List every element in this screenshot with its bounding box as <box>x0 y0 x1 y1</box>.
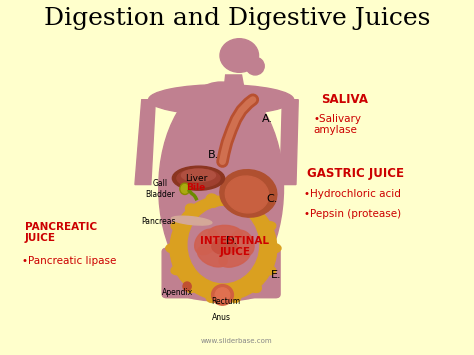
Text: •Salivary
amylase: •Salivary amylase <box>313 114 361 135</box>
Text: B.: B. <box>208 149 219 159</box>
Ellipse shape <box>211 285 233 305</box>
Ellipse shape <box>220 170 277 217</box>
Ellipse shape <box>259 222 276 233</box>
Polygon shape <box>135 100 155 185</box>
Ellipse shape <box>183 282 191 291</box>
Text: Rectum: Rectum <box>211 297 240 306</box>
Ellipse shape <box>228 194 241 207</box>
Ellipse shape <box>177 169 220 187</box>
Ellipse shape <box>208 225 242 242</box>
Ellipse shape <box>219 247 250 267</box>
FancyBboxPatch shape <box>162 248 280 298</box>
Text: A.: A. <box>262 114 273 124</box>
Ellipse shape <box>163 259 279 301</box>
Text: GASTRIC JUICE: GASTRIC JUICE <box>307 168 404 180</box>
Ellipse shape <box>166 243 183 253</box>
Ellipse shape <box>212 239 237 255</box>
Ellipse shape <box>246 204 261 216</box>
Ellipse shape <box>181 185 189 193</box>
Text: Gall
Bladder: Gall Bladder <box>145 179 175 198</box>
Ellipse shape <box>228 289 241 302</box>
Text: •Pepsin (protease): •Pepsin (protease) <box>304 209 401 219</box>
Ellipse shape <box>180 183 190 195</box>
Text: Apendix: Apendix <box>162 288 193 297</box>
Ellipse shape <box>159 82 283 294</box>
Text: PANCREATIC
JUICE: PANCREATIC JUICE <box>25 222 97 243</box>
Ellipse shape <box>188 207 258 283</box>
Ellipse shape <box>206 289 219 302</box>
Ellipse shape <box>173 166 225 190</box>
Text: Anus: Anus <box>211 313 231 322</box>
Text: www.sliderbase.com: www.sliderbase.com <box>201 338 273 344</box>
Ellipse shape <box>148 85 294 115</box>
Ellipse shape <box>206 194 219 207</box>
Ellipse shape <box>215 288 230 302</box>
Ellipse shape <box>172 216 212 225</box>
Polygon shape <box>280 100 298 185</box>
Polygon shape <box>224 75 244 87</box>
Ellipse shape <box>171 264 188 275</box>
Text: •Pancreatic lipase: •Pancreatic lipase <box>21 256 116 266</box>
Ellipse shape <box>170 196 277 300</box>
Text: Bile: Bile <box>186 182 205 192</box>
Text: Digestion and Digestive Juices: Digestion and Digestive Juices <box>44 7 430 30</box>
Ellipse shape <box>185 280 200 293</box>
Ellipse shape <box>171 222 188 233</box>
Ellipse shape <box>182 169 216 181</box>
Ellipse shape <box>246 57 264 75</box>
Text: SALIVA: SALIVA <box>321 93 368 106</box>
Ellipse shape <box>195 229 219 255</box>
Ellipse shape <box>198 246 227 267</box>
Text: D.: D. <box>226 236 238 246</box>
Ellipse shape <box>220 39 258 72</box>
Text: •Hydrochloric acid: •Hydrochloric acid <box>304 190 401 200</box>
Ellipse shape <box>246 280 261 293</box>
Text: INTESTINAL
JUICE: INTESTINAL JUICE <box>200 236 269 257</box>
Text: Pancreas: Pancreas <box>141 217 176 226</box>
Ellipse shape <box>231 230 254 256</box>
Ellipse shape <box>264 243 281 253</box>
Ellipse shape <box>185 204 200 216</box>
Ellipse shape <box>191 209 255 280</box>
Ellipse shape <box>225 176 269 213</box>
Ellipse shape <box>259 264 276 275</box>
Text: Liver: Liver <box>185 174 207 183</box>
Text: C.: C. <box>266 194 278 204</box>
Text: E.: E. <box>271 270 282 280</box>
